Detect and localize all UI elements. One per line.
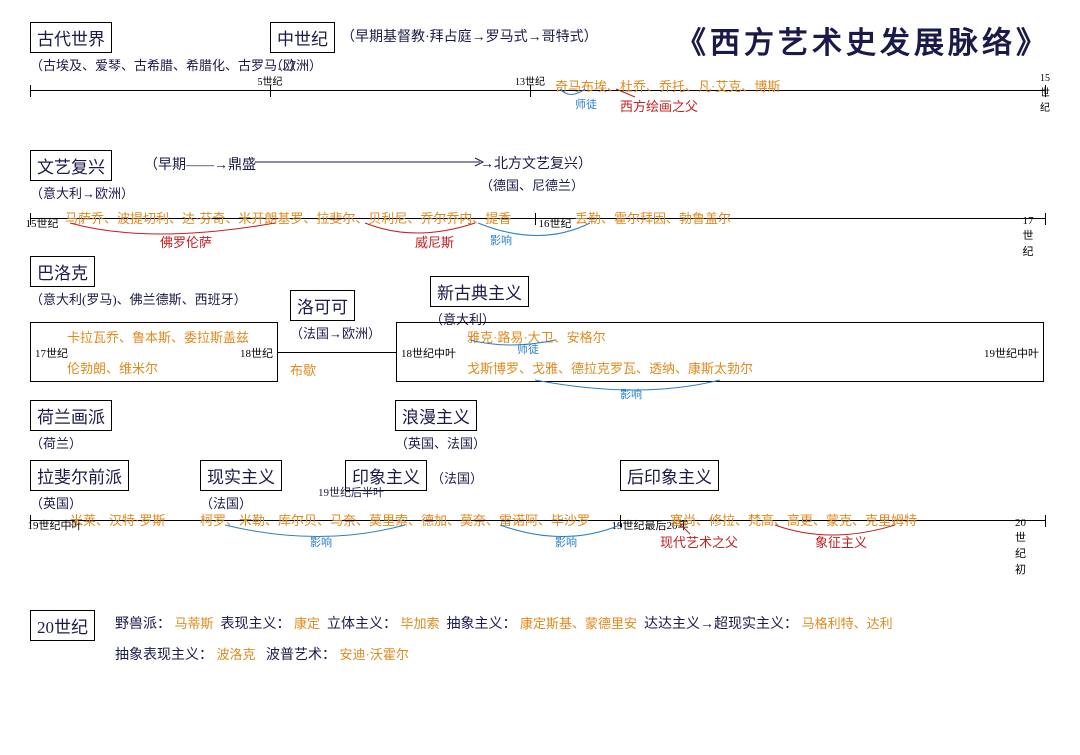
period-realism: 现实主义 — [200, 460, 282, 491]
row-20c-1: 野兽派： 马蒂斯 表现主义： 康定 立体主义： 毕加索 抽象主义： 康定斯基、蒙… — [115, 612, 893, 637]
period-neoclassic: 新古典主义 — [430, 276, 529, 307]
dutch-sub: （荷兰） — [30, 433, 112, 452]
a-abstract: 康定斯基、蒙德里安 — [520, 616, 637, 631]
box-baroque: 17世纪 18世纪 卡拉瓦乔、鲁本斯、委拉斯盖兹 伦勃朗、维米尔 — [30, 322, 278, 382]
period-romantic: 浪漫主义 — [395, 400, 477, 431]
north-sub: （德国、尼德兰） — [480, 175, 592, 194]
t-abstract: 抽象主义： — [447, 617, 517, 632]
tick-15c-2: 15世纪 — [26, 215, 59, 231]
row-20c-2: 抽象表现主义： 波洛克 波普艺术： 安迪·沃霍尔 — [115, 643, 893, 668]
artists-postimpress: 塞尚、修拉、梵高、高更、蒙克、克里姆特 — [670, 510, 917, 529]
artists-medieval: 奇马布埃、杜乔、乔托、凡·艾克、博斯 — [555, 76, 780, 95]
box-neo-end: 19世纪中叶 — [984, 345, 1039, 361]
box-neoclassic: 18世纪中叶 19世纪中叶 雅克·路易·大卫、安格尔 师徒 戈斯博罗、戈雅、德拉… — [396, 322, 1044, 382]
romantic-sub: （英国、法国） — [395, 433, 486, 452]
period-preraphaelite: 拉斐尔前派 — [30, 460, 129, 491]
baroque-artists-top: 卡拉瓦乔、鲁本斯、委拉斯盖兹 — [67, 327, 249, 346]
period-ancient-sub: （古埃及、爱琴、古希腊、希腊化、古罗马…） — [30, 55, 303, 74]
tick-16c: 16世纪 — [539, 215, 572, 231]
t-fauvism: 野兽派： — [115, 617, 171, 632]
connector-rococo — [278, 352, 396, 353]
main-title: 《西方艺术史发展脉络》 — [676, 18, 1050, 62]
artists-renaissance-l: 马萨乔、波提切利、达·芬奇、米开朗基罗、拉斐尔、贝利尼、乔尔乔内、提香 — [65, 208, 511, 227]
anno-shitu-1: 师徒 — [575, 96, 597, 112]
renaissance-sub: （意大利→欧洲） — [30, 183, 134, 202]
neo-anno-top: 师徒 — [517, 341, 539, 357]
tick-15c: 15世纪 — [1040, 73, 1050, 114]
timeline-1: 5世纪 13世纪 15世纪 — [30, 90, 1045, 98]
tick-5c: 5世纪 — [258, 73, 283, 88]
period-dutch: 荷兰画派 — [30, 400, 112, 431]
rococo-artist: 布歇 — [290, 360, 316, 379]
t-cubism: 立体主义： — [327, 617, 397, 632]
box-neo-start: 18世纪中叶 — [401, 345, 456, 361]
artists-renaissance-r: 丢勒、霍尔拜因、勃鲁盖尔 — [575, 208, 731, 227]
period-medieval-sub: （欧洲） — [270, 55, 335, 74]
a-dada: 马格利特、达利 — [802, 616, 893, 631]
a-cubism: 毕加索 — [401, 616, 440, 631]
impress-prefix: 19世纪后半叶 — [318, 484, 384, 500]
neo-anno-bottom: 影响 — [620, 386, 642, 402]
period-rococo: 洛可可 — [290, 290, 355, 321]
t-express: 表现主义： — [221, 617, 291, 632]
baroque-artists-bottom: 伦勃朗、维米尔 — [67, 358, 158, 377]
t-abex: 抽象表现主义： — [115, 648, 213, 663]
north-renaissance: →北方文艺复兴） — [480, 157, 592, 172]
tick-17c: 17世纪 — [1023, 215, 1038, 259]
impress-sub: （法国） — [431, 471, 483, 486]
artists-pre: 米莱、汉特·罗斯 — [70, 510, 165, 529]
period-postimpressionism: 后印象主义 — [620, 460, 719, 491]
artists-realism-impress: 柯罗、米勒、库尔贝、马奈、莫里索、德加、莫奈、雷诺阿、毕沙罗 — [200, 510, 590, 529]
period-20c: 20世纪 — [30, 610, 95, 641]
rococo-sub: （法国→欧洲） — [290, 323, 381, 342]
school-florence: 佛罗伦萨 — [160, 232, 212, 251]
anno-influence-1: 影响 — [490, 232, 512, 248]
anno-father: 西方绘画之父 — [620, 96, 698, 115]
box-baroque-end: 18世纪 — [240, 345, 273, 361]
anno-symbolism: 象征主义 — [815, 532, 867, 551]
period-medieval: 中世纪 — [270, 22, 335, 53]
t-dada: 达达主义→超现实主义： — [644, 617, 798, 632]
anno-modern-father: 现代艺术之父 — [660, 532, 738, 551]
a-pop: 安迪·沃霍尔 — [340, 647, 409, 662]
a-fauvism: 马蒂斯 — [175, 616, 214, 631]
a-express: 康定 — [294, 616, 320, 631]
tick-20early: 20世纪初 — [1015, 517, 1035, 577]
period-baroque: 巴洛克 — [30, 256, 95, 287]
period-ancient: 古代世界 — [30, 22, 112, 53]
renaissance-phase: （早期——→鼎盛 — [144, 154, 256, 174]
a-abex: 波洛克 — [217, 647, 256, 662]
neo-artists-bottom: 戈斯博罗、戈雅、德拉克罗瓦、透纳、康斯太勃尔 — [467, 358, 753, 377]
box-baroque-start: 17世纪 — [35, 345, 68, 361]
anno-influence-2: 影响 — [310, 534, 332, 550]
t-pop: 波普艺术： — [266, 648, 336, 663]
baroque-sub: （意大利(罗马)、佛兰德斯、西班牙） — [30, 289, 247, 308]
period-renaissance: 文艺复兴 — [30, 150, 112, 181]
anno-influence-3: 影响 — [555, 534, 577, 550]
school-venice: 威尼斯 — [415, 232, 454, 251]
medieval-note: （早期基督教·拜占庭→罗马式→哥特式） — [341, 26, 598, 46]
tick-13c: 13世纪 — [515, 73, 545, 88]
